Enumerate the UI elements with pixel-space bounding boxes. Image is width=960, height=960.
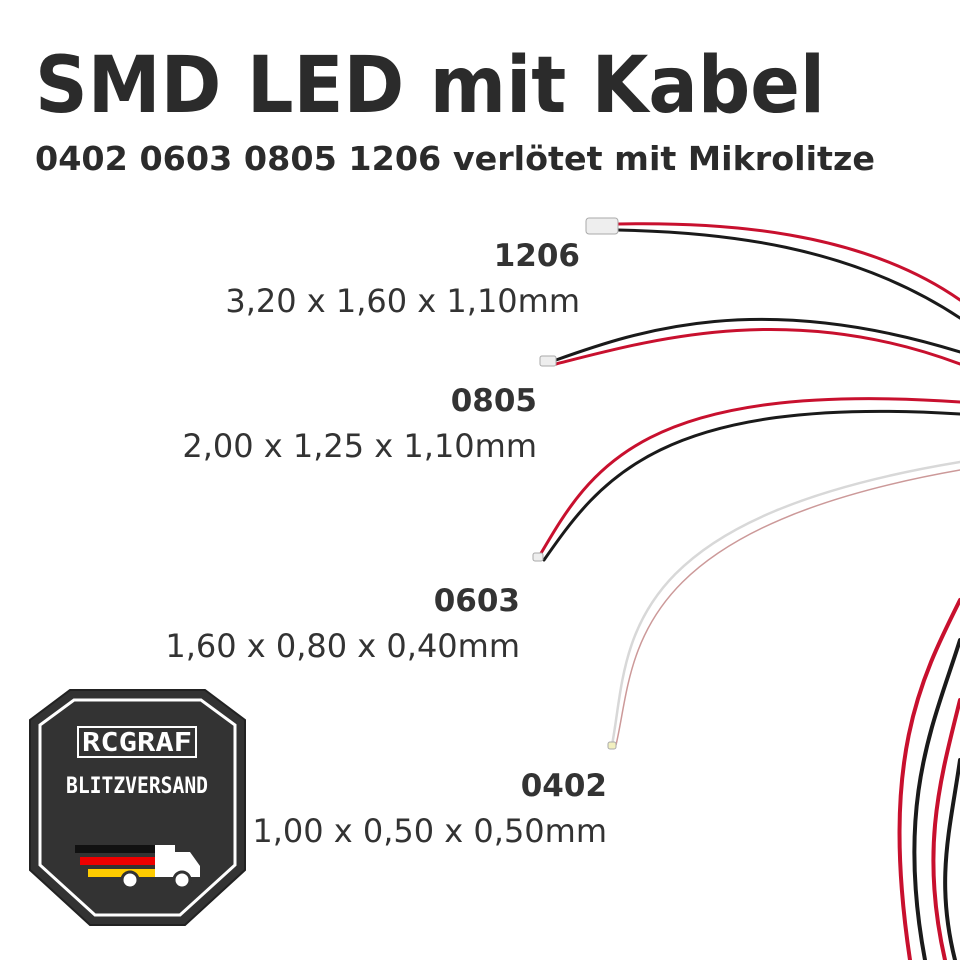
subtitle: 0402 0603 0805 1206 verlötet mit Mikroli… bbox=[35, 139, 875, 178]
item-code: 0805 bbox=[451, 383, 537, 419]
item-dimensions: 1,60 x 0,80 x 0,40mm bbox=[165, 627, 520, 665]
wires bbox=[538, 222, 960, 960]
item-code: 0603 bbox=[434, 583, 520, 619]
leds bbox=[532, 217, 619, 750]
item-dimensions: 1,00 x 0,50 x 0,50mm bbox=[252, 812, 607, 850]
item-code: 1206 bbox=[494, 238, 580, 274]
item-dimensions: 3,20 x 1,60 x 1,10mm bbox=[225, 282, 580, 320]
badge: RCGRAF BLITZVERSAND bbox=[29, 689, 246, 926]
badge-service: BLITZVERSAND bbox=[66, 774, 208, 799]
badge-brand: RCGRAF bbox=[82, 728, 192, 758]
item-code: 0402 bbox=[521, 768, 607, 804]
item-dimensions: 2,00 x 1,25 x 1,10mm bbox=[182, 427, 537, 465]
title: SMD LED mit Kabel bbox=[35, 41, 825, 131]
